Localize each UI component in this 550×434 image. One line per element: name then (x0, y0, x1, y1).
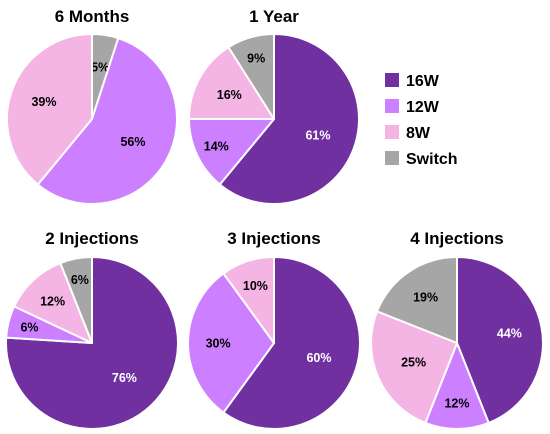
pie-chart-4: 3 Injections 60% 30% 10% (187, 229, 361, 430)
legend-swatch-switch (385, 151, 399, 165)
pie-title: 2 Injections (45, 229, 139, 248)
pie-slice-switch (59, 256, 93, 344)
legend-label-8w: 8W (406, 125, 431, 142)
pie-slice-16w (456, 256, 544, 424)
pie-title: 1 Year (249, 7, 299, 26)
pie-chart-1: 6 Months 5% 56% 39% (6, 7, 179, 205)
legend-label-12w: 12W (406, 99, 440, 116)
slice-label: 5% (91, 60, 109, 74)
legend-swatch-16w (385, 73, 399, 87)
pie-slice-12w (36, 37, 179, 205)
slice-label: 25% (401, 355, 426, 369)
slice-label: 12% (40, 295, 65, 309)
slice-label: 16% (217, 88, 242, 102)
pie-slice-16w (218, 33, 360, 205)
slice-label: 14% (204, 140, 229, 154)
pie-chart-5: 4 Injections 44% 12% 25% 19% (370, 229, 544, 430)
slice-label: 6% (71, 273, 89, 287)
legend: 16W 12W 8W Switch (385, 73, 458, 168)
pie-title: 4 Injections (410, 229, 504, 248)
slice-label: 56% (120, 135, 145, 149)
legend-label-switch: Switch (406, 151, 458, 168)
slice-label: 60% (306, 351, 331, 365)
pie-slice-12w (187, 272, 275, 414)
slice-label: 61% (305, 128, 330, 142)
slice-label: 19% (413, 290, 438, 304)
pie-slice-8w (370, 310, 458, 424)
slice-label: 6% (20, 321, 38, 335)
slice-label: 9% (247, 51, 265, 65)
pie-slice-8w (188, 46, 275, 120)
slice-label: 10% (243, 279, 268, 293)
slice-label: 39% (31, 95, 56, 109)
pie-slice-switch (227, 33, 275, 120)
pie-slice-8w (6, 33, 93, 186)
pie-slice-8w (222, 256, 275, 344)
slice-label: 12% (444, 397, 469, 411)
slice-label: 44% (497, 327, 522, 341)
slice-label: 30% (206, 337, 231, 351)
legend-swatch-8w (385, 125, 399, 139)
pie-slice-12w (424, 342, 490, 430)
pie-title: 3 Injections (227, 229, 321, 248)
legend-label-16w: 16W (406, 73, 440, 90)
pie-slice-16w (222, 256, 361, 430)
pie-slice-8w (13, 262, 93, 344)
pie-slice-switch (376, 256, 458, 344)
pie-title: 6 Months (55, 7, 130, 26)
legend-swatch-12w (385, 99, 399, 113)
pie-chart-2: 1 Year 61% 14% 16% 9% (188, 7, 360, 205)
slice-label: 76% (112, 371, 137, 385)
pie-slice-12w (188, 118, 275, 186)
